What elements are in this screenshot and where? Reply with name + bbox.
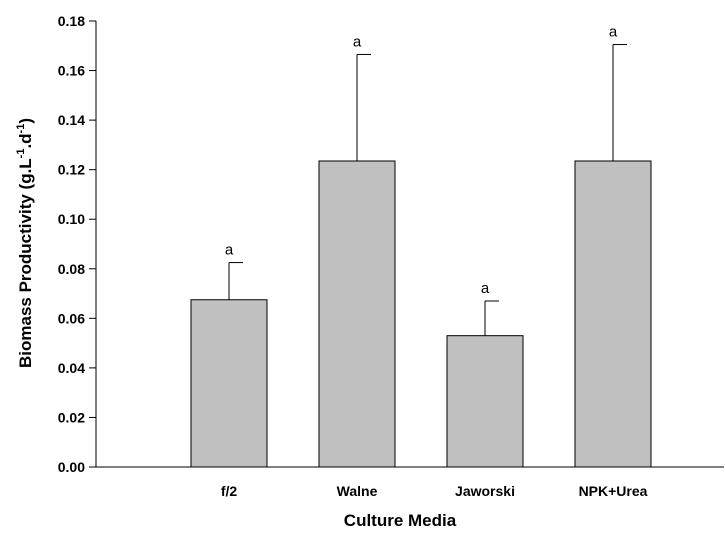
y-tick-label-1: 0.02 xyxy=(58,409,85,425)
labels-layer: a f/2 a Walne a Jaworski a NPK+Urea 0.00 0.02 0.04… xyxy=(58,13,648,499)
axes-layer xyxy=(89,20,724,468)
x-tick-label-3: NPK+Urea xyxy=(579,483,648,499)
y-tick-label-7: 0.14 xyxy=(58,112,85,128)
y-tick-label-8: 0.16 xyxy=(58,63,85,79)
y-axis-title-end: ) xyxy=(16,118,35,124)
x-axis-title: Culture Media xyxy=(344,511,457,530)
y-tick-label-3: 0.06 xyxy=(58,310,85,326)
significance-label-1: a xyxy=(353,33,362,50)
bar-1 xyxy=(318,160,396,468)
y-axis-title-base: Biomass Productivity (g.L xyxy=(16,158,35,368)
y-tick-label-2: 0.04 xyxy=(58,360,85,376)
significance-label-2: a xyxy=(481,280,490,297)
y-tick-label-5: 0.10 xyxy=(58,211,85,227)
y-tick-label-4: 0.08 xyxy=(58,261,85,277)
x-tick-label-2: Jaworski xyxy=(455,483,515,499)
y-tick-label-0: 0.00 xyxy=(58,459,85,475)
y-tick-label-6: 0.12 xyxy=(58,162,85,178)
x-tick-label-1: Walne xyxy=(337,483,378,499)
y-axis-title: Biomass Productivity (g.L-1.d-1) xyxy=(15,118,35,368)
bars-layer xyxy=(190,160,652,468)
y-axis-title-sup2: -1 xyxy=(15,124,27,134)
y-axis-title-sup1: -1 xyxy=(15,149,27,159)
y-axis-title-mid: .d xyxy=(16,133,35,148)
bar-2 xyxy=(446,335,524,468)
x-tick-label-0: f/2 xyxy=(221,483,238,499)
significance-label-3: a xyxy=(609,24,618,41)
bar-0 xyxy=(190,299,268,468)
bar-3 xyxy=(574,160,652,468)
error-bars-layer xyxy=(228,44,627,336)
y-tick-label-9: 0.18 xyxy=(58,13,85,29)
significance-label-0: a xyxy=(225,242,234,259)
